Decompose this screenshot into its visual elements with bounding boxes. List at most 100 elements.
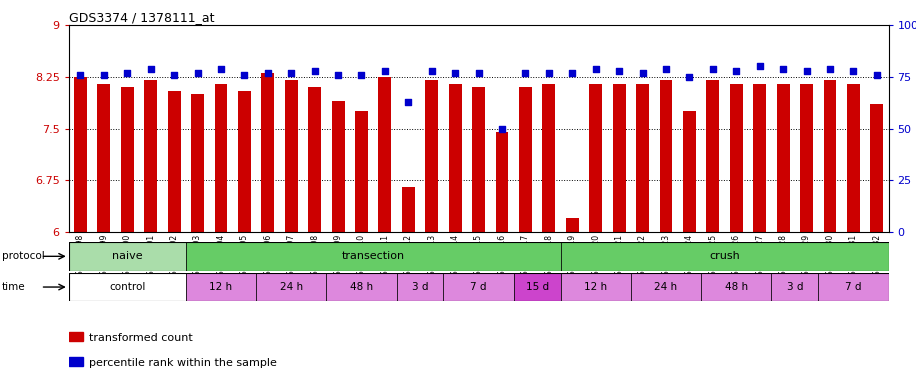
Bar (472, 87, 485, 232)
Bar (261, 73, 274, 232)
Text: control: control (109, 282, 146, 292)
Bar (818, 273, 889, 301)
Point (635, 70, 649, 76)
Point (518, 70, 533, 76)
Point (167, 72, 181, 78)
Point (541, 70, 556, 76)
Point (846, 68, 861, 74)
Text: 7 d: 7 d (845, 282, 862, 292)
Bar (519, 87, 532, 232)
Bar (777, 84, 790, 232)
Bar (636, 84, 649, 232)
Point (752, 63, 767, 70)
Bar (449, 84, 462, 232)
Point (260, 70, 275, 76)
Bar (69, 357, 83, 366)
Bar (74, 77, 87, 232)
Bar (285, 80, 298, 232)
Point (143, 65, 158, 71)
Bar (443, 273, 514, 301)
Point (120, 70, 135, 76)
Text: GDS3374 / 1378111_at: GDS3374 / 1378111_at (69, 11, 214, 24)
Point (284, 70, 299, 76)
Point (213, 65, 228, 71)
Point (96, 72, 111, 78)
Bar (496, 132, 508, 232)
Bar (425, 80, 438, 232)
Bar (402, 187, 415, 232)
Point (495, 126, 509, 132)
Point (682, 74, 697, 80)
Bar (561, 242, 889, 271)
Bar (69, 332, 83, 341)
Bar (186, 273, 256, 301)
Point (401, 99, 416, 105)
Bar (771, 273, 818, 301)
Bar (69, 242, 186, 271)
Bar (542, 84, 555, 232)
Point (776, 65, 791, 71)
Bar (355, 111, 368, 232)
Bar (660, 80, 672, 232)
Point (448, 70, 463, 76)
Bar (214, 84, 227, 232)
Bar (256, 273, 326, 301)
Bar (613, 84, 626, 232)
Point (191, 70, 205, 76)
Bar (589, 84, 602, 232)
Bar (823, 80, 836, 232)
Point (705, 65, 720, 71)
Bar (847, 84, 860, 232)
Bar (870, 104, 883, 232)
Text: percentile rank within the sample: percentile rank within the sample (89, 358, 277, 367)
Bar (69, 273, 186, 301)
Bar (121, 87, 134, 232)
Bar (238, 91, 251, 232)
Text: 24 h: 24 h (279, 282, 303, 292)
Point (471, 70, 485, 76)
Point (823, 65, 837, 71)
Bar (514, 273, 561, 301)
Point (869, 72, 884, 78)
Point (331, 72, 345, 78)
Bar (683, 111, 696, 232)
Point (237, 72, 252, 78)
Bar (566, 218, 579, 232)
Point (424, 68, 439, 74)
Point (729, 68, 744, 74)
Text: 24 h: 24 h (654, 282, 678, 292)
Bar (561, 273, 631, 301)
Bar (706, 80, 719, 232)
Text: 12 h: 12 h (584, 282, 607, 292)
Point (588, 65, 603, 71)
Point (354, 72, 369, 78)
Text: 3 d: 3 d (412, 282, 429, 292)
Text: 3 d: 3 d (787, 282, 803, 292)
Bar (397, 273, 443, 301)
Text: 7 d: 7 d (470, 282, 487, 292)
Bar (168, 91, 180, 232)
Text: time: time (2, 282, 26, 292)
Bar (730, 84, 743, 232)
Point (565, 70, 580, 76)
Point (307, 68, 322, 74)
Text: 12 h: 12 h (210, 282, 233, 292)
Text: protocol: protocol (2, 251, 45, 262)
Bar (308, 87, 322, 232)
Text: 48 h: 48 h (350, 282, 373, 292)
Text: transection: transection (342, 251, 405, 262)
Text: transformed count: transformed count (89, 333, 193, 343)
Text: 15 d: 15 d (526, 282, 549, 292)
Bar (800, 84, 813, 232)
Text: crush: crush (709, 251, 740, 262)
Point (612, 68, 627, 74)
Bar (97, 84, 110, 232)
Point (659, 65, 673, 71)
Bar (378, 77, 391, 232)
Point (377, 68, 392, 74)
Text: 48 h: 48 h (725, 282, 747, 292)
Point (73, 72, 88, 78)
Bar (631, 273, 701, 301)
Bar (701, 273, 771, 301)
Bar (326, 273, 397, 301)
